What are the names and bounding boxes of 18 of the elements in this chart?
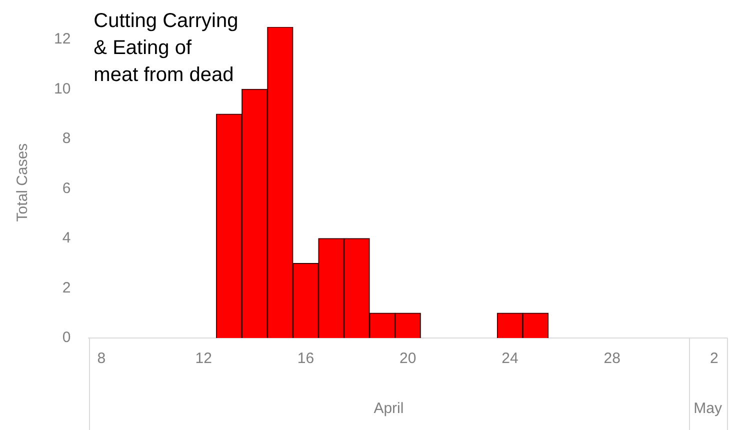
- x-tick-label: 24: [502, 350, 518, 368]
- x-tick-label: 12: [195, 350, 212, 368]
- x-tick-label: 2: [710, 350, 718, 368]
- y-tick-label: 6: [62, 180, 71, 197]
- text: April: [374, 400, 404, 418]
- x-tick-label: 16: [297, 350, 314, 368]
- y-tick-label: 2: [62, 279, 71, 296]
- y-tick-label: 8: [62, 130, 71, 148]
- x-tick-label: 8: [97, 350, 106, 368]
- text: May: [694, 400, 723, 418]
- y-tick-label: 10: [54, 80, 71, 98]
- x-tick-label: 20: [400, 350, 416, 368]
- y-tick-label: 4: [62, 230, 71, 247]
- y-tick-label: 0: [62, 329, 71, 346]
- y-axis-title: Total Cases: [14, 143, 32, 222]
- x-tick-label: 28: [604, 350, 620, 368]
- annotation: Cutting Carrying & Eating of meat from dead: [94, 10, 238, 86]
- y-tick-label: 12: [54, 30, 71, 48]
